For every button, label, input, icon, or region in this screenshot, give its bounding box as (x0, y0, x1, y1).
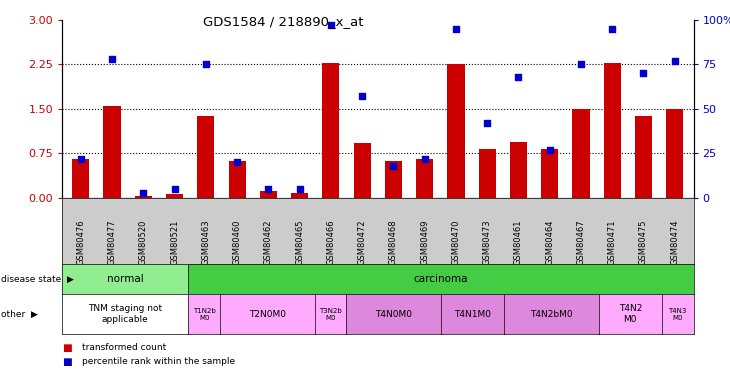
Bar (322, 63, 339, 198)
Point (512, 74, 524, 80)
Point (388, 163, 399, 169)
Text: T4N1M0: T4N1M0 (454, 310, 491, 319)
Bar (72, 159, 89, 198)
Text: carcinoma: carcinoma (414, 274, 468, 284)
Text: T1N2b
M0: T1N2b M0 (193, 308, 215, 321)
Point (637, 70, 649, 76)
Point (293, 186, 305, 192)
Text: ■: ■ (62, 357, 72, 367)
Bar (416, 159, 434, 198)
Point (107, 56, 118, 62)
Bar (228, 161, 246, 198)
Point (325, 22, 337, 28)
Text: ■: ■ (62, 343, 72, 353)
Bar (666, 109, 683, 198)
Bar (479, 149, 496, 198)
Bar (135, 196, 152, 198)
Text: T4N0M0: T4N0M0 (375, 310, 412, 319)
Text: T3N2b
M0: T3N2b M0 (319, 308, 342, 321)
Point (231, 159, 243, 165)
Bar (447, 64, 464, 198)
Text: TNM staging not
applicable: TNM staging not applicable (88, 304, 162, 324)
Text: percentile rank within the sample: percentile rank within the sample (82, 357, 236, 366)
Point (200, 62, 212, 68)
Bar (104, 106, 120, 198)
Text: GDS1584 / 218890_x_at: GDS1584 / 218890_x_at (203, 15, 364, 28)
Bar (385, 161, 402, 198)
Bar (291, 193, 308, 198)
Point (544, 147, 556, 153)
Point (137, 190, 149, 196)
Point (607, 26, 618, 32)
Point (169, 186, 180, 192)
Text: T4N2bM0: T4N2bM0 (530, 310, 573, 319)
Point (419, 156, 431, 162)
Point (669, 58, 680, 64)
Text: T4N3
M0: T4N3 M0 (669, 308, 687, 321)
Bar (635, 116, 652, 198)
Point (450, 26, 462, 32)
Bar (353, 143, 371, 198)
Text: transformed count: transformed count (82, 344, 166, 352)
Point (356, 93, 368, 99)
Bar (260, 191, 277, 198)
Bar (572, 109, 590, 198)
Bar (541, 149, 558, 198)
Point (263, 186, 274, 192)
Bar (604, 63, 620, 198)
Bar (510, 142, 527, 198)
Text: normal: normal (107, 274, 144, 284)
Text: other  ▶: other ▶ (1, 310, 38, 319)
Point (575, 62, 587, 68)
Bar (166, 194, 183, 198)
Text: T4N2
M0: T4N2 M0 (618, 304, 642, 324)
Text: disease state  ▶: disease state ▶ (1, 274, 74, 284)
Point (75, 156, 87, 162)
Point (481, 120, 493, 126)
Text: T2N0M0: T2N0M0 (249, 310, 285, 319)
Bar (197, 116, 215, 198)
